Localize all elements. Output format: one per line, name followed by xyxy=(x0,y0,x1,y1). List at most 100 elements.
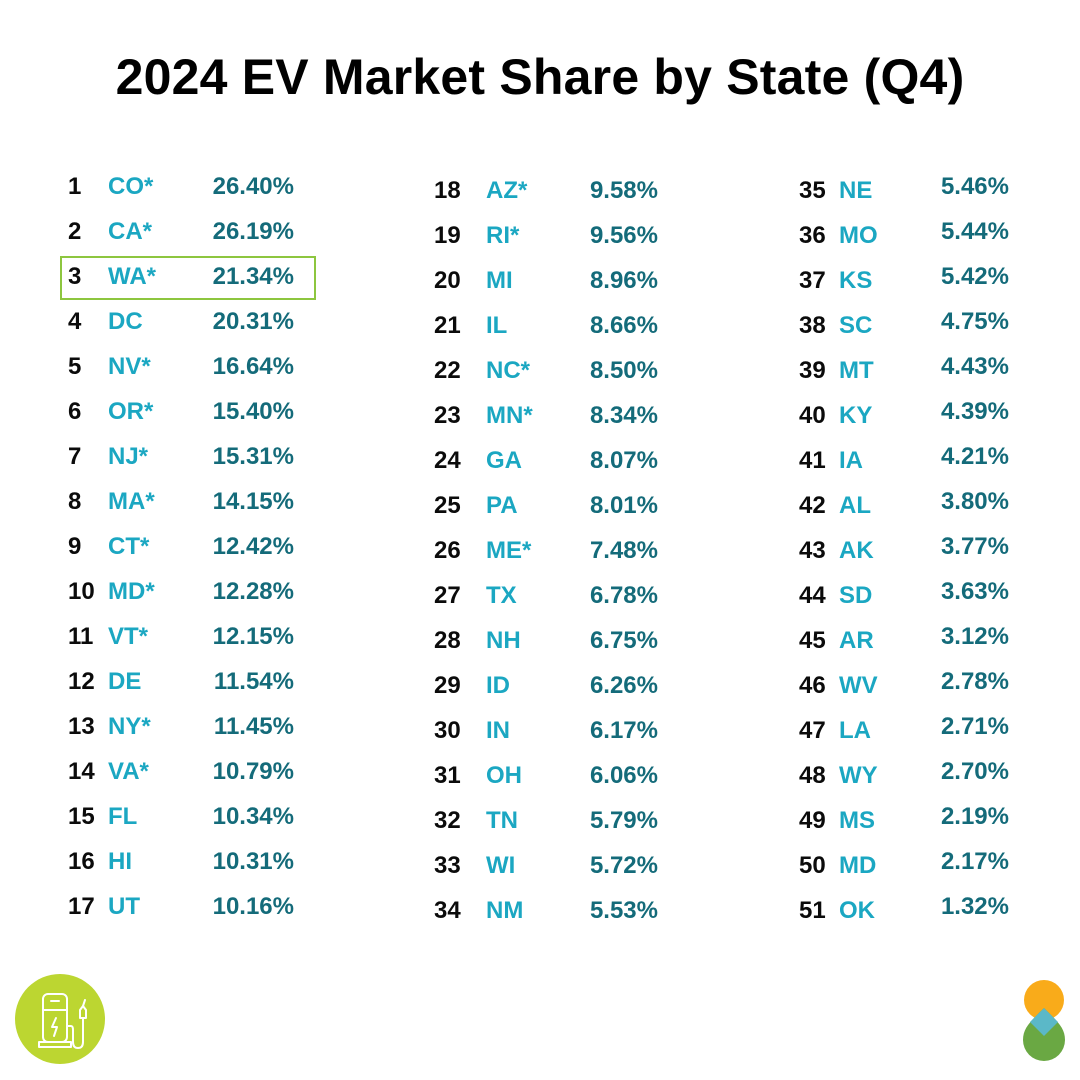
rank-label: 30 xyxy=(434,717,461,744)
highlight-box xyxy=(60,256,316,300)
rank-label: 47 xyxy=(799,717,826,744)
share-value: 3.80% xyxy=(940,488,1009,515)
state-label: CA* xyxy=(108,218,153,245)
share-value: 1.32% xyxy=(940,893,1009,920)
share-value: 3.77% xyxy=(940,533,1009,560)
share-value: 21.34% xyxy=(212,263,294,290)
rank-label: 25 xyxy=(434,492,461,519)
rank-label: 50 xyxy=(799,852,826,879)
rank-label: 40 xyxy=(799,402,826,429)
page-title: 2024 EV Market Share by State (Q4) xyxy=(115,49,965,105)
state-label: SC xyxy=(839,312,873,339)
share-value: 20.31% xyxy=(212,308,294,335)
state-label: TN xyxy=(486,807,518,834)
state-label: TX xyxy=(486,582,517,609)
share-value: 11.45% xyxy=(213,713,294,740)
share-value: 12.42% xyxy=(212,533,294,560)
share-value: 2.78% xyxy=(940,668,1009,695)
share-value: 3.12% xyxy=(940,623,1009,650)
rank-label: 2 xyxy=(68,218,82,245)
share-value: 5.44% xyxy=(940,218,1009,245)
state-label: MO xyxy=(839,222,878,249)
state-label: AR xyxy=(839,627,874,654)
rank-label: 32 xyxy=(434,807,461,834)
share-value: 5.79% xyxy=(589,807,658,834)
share-value: 12.15% xyxy=(212,623,294,650)
share-value: 4.21% xyxy=(940,443,1009,470)
rank-label: 51 xyxy=(799,897,826,924)
rank-label: 27 xyxy=(434,582,461,609)
share-value: 9.58% xyxy=(589,177,658,204)
rank-label: 14 xyxy=(68,758,95,785)
state-label: GA xyxy=(486,447,522,474)
share-value: 14.15% xyxy=(212,488,294,515)
state-label: LA xyxy=(839,717,871,744)
state-label: OH xyxy=(486,762,522,789)
share-value: 5.53% xyxy=(589,897,658,924)
state-label: MT xyxy=(839,357,874,384)
share-value: 5.72% xyxy=(589,852,658,879)
share-value: 4.43% xyxy=(940,353,1009,380)
rank-label: 21 xyxy=(434,312,461,339)
state-label: NM xyxy=(486,897,524,924)
rank-label: 23 xyxy=(434,402,461,429)
share-value: 7.48% xyxy=(589,537,658,564)
rank-label: 6 xyxy=(68,398,82,425)
state-label: MI xyxy=(486,267,513,294)
state-label: IL xyxy=(486,312,508,339)
rank-label: 36 xyxy=(799,222,826,249)
brand-drops-logo-icon xyxy=(1023,980,1065,1061)
state-label: AK xyxy=(839,537,874,564)
rank-label: 37 xyxy=(799,267,826,294)
state-label: KS xyxy=(839,267,873,294)
share-value: 9.56% xyxy=(589,222,658,249)
state-label: SD xyxy=(839,582,873,609)
share-value: 15.31% xyxy=(212,443,294,470)
state-label: NJ* xyxy=(108,443,149,470)
share-value: 3.63% xyxy=(940,578,1009,605)
rank-label: 31 xyxy=(434,762,461,789)
share-value: 5.42% xyxy=(940,263,1009,290)
state-label: VA* xyxy=(108,758,149,785)
state-label: DE xyxy=(108,668,142,695)
state-label: MN* xyxy=(486,402,533,429)
share-value: 6.06% xyxy=(589,762,658,789)
state-label: FL xyxy=(108,803,138,830)
share-value: 10.31% xyxy=(212,848,294,875)
rank-label: 12 xyxy=(68,668,95,695)
rank-label: 33 xyxy=(434,852,461,879)
rank-label: 18 xyxy=(434,177,461,204)
state-label: PA xyxy=(486,492,518,519)
state-label: HI xyxy=(108,848,132,875)
rank-label: 42 xyxy=(799,492,826,519)
rank-label: 48 xyxy=(799,762,826,789)
state-label: NC* xyxy=(486,357,531,384)
rank-label: 4 xyxy=(68,308,82,335)
rank-label: 38 xyxy=(799,312,826,339)
rank-label: 9 xyxy=(68,533,82,560)
share-value: 8.50% xyxy=(589,357,658,384)
state-label: OK xyxy=(839,897,875,924)
state-label: IN xyxy=(486,717,510,744)
state-label: MD xyxy=(839,852,877,879)
state-label: IA xyxy=(839,447,863,474)
rank-label: 41 xyxy=(799,447,826,474)
state-label: KY xyxy=(839,402,873,429)
rank-label: 10 xyxy=(68,578,95,605)
state-label: NV* xyxy=(108,353,151,380)
logo-circle xyxy=(15,974,105,1064)
rank-label: 19 xyxy=(434,222,461,249)
rank-label: 17 xyxy=(68,893,95,920)
rank-label: 45 xyxy=(799,627,826,654)
share-value: 12.28% xyxy=(212,578,294,605)
share-value: 6.17% xyxy=(589,717,658,744)
state-label: NY* xyxy=(108,713,151,740)
share-value: 6.26% xyxy=(589,672,658,699)
rank-label: 39 xyxy=(799,357,826,384)
share-value: 15.40% xyxy=(212,398,294,425)
state-label: ID xyxy=(486,672,510,699)
blue-diamond xyxy=(1030,1008,1058,1036)
ev-charging-station-icon xyxy=(15,974,105,1064)
state-label: VT* xyxy=(108,623,149,650)
share-value: 6.78% xyxy=(589,582,658,609)
